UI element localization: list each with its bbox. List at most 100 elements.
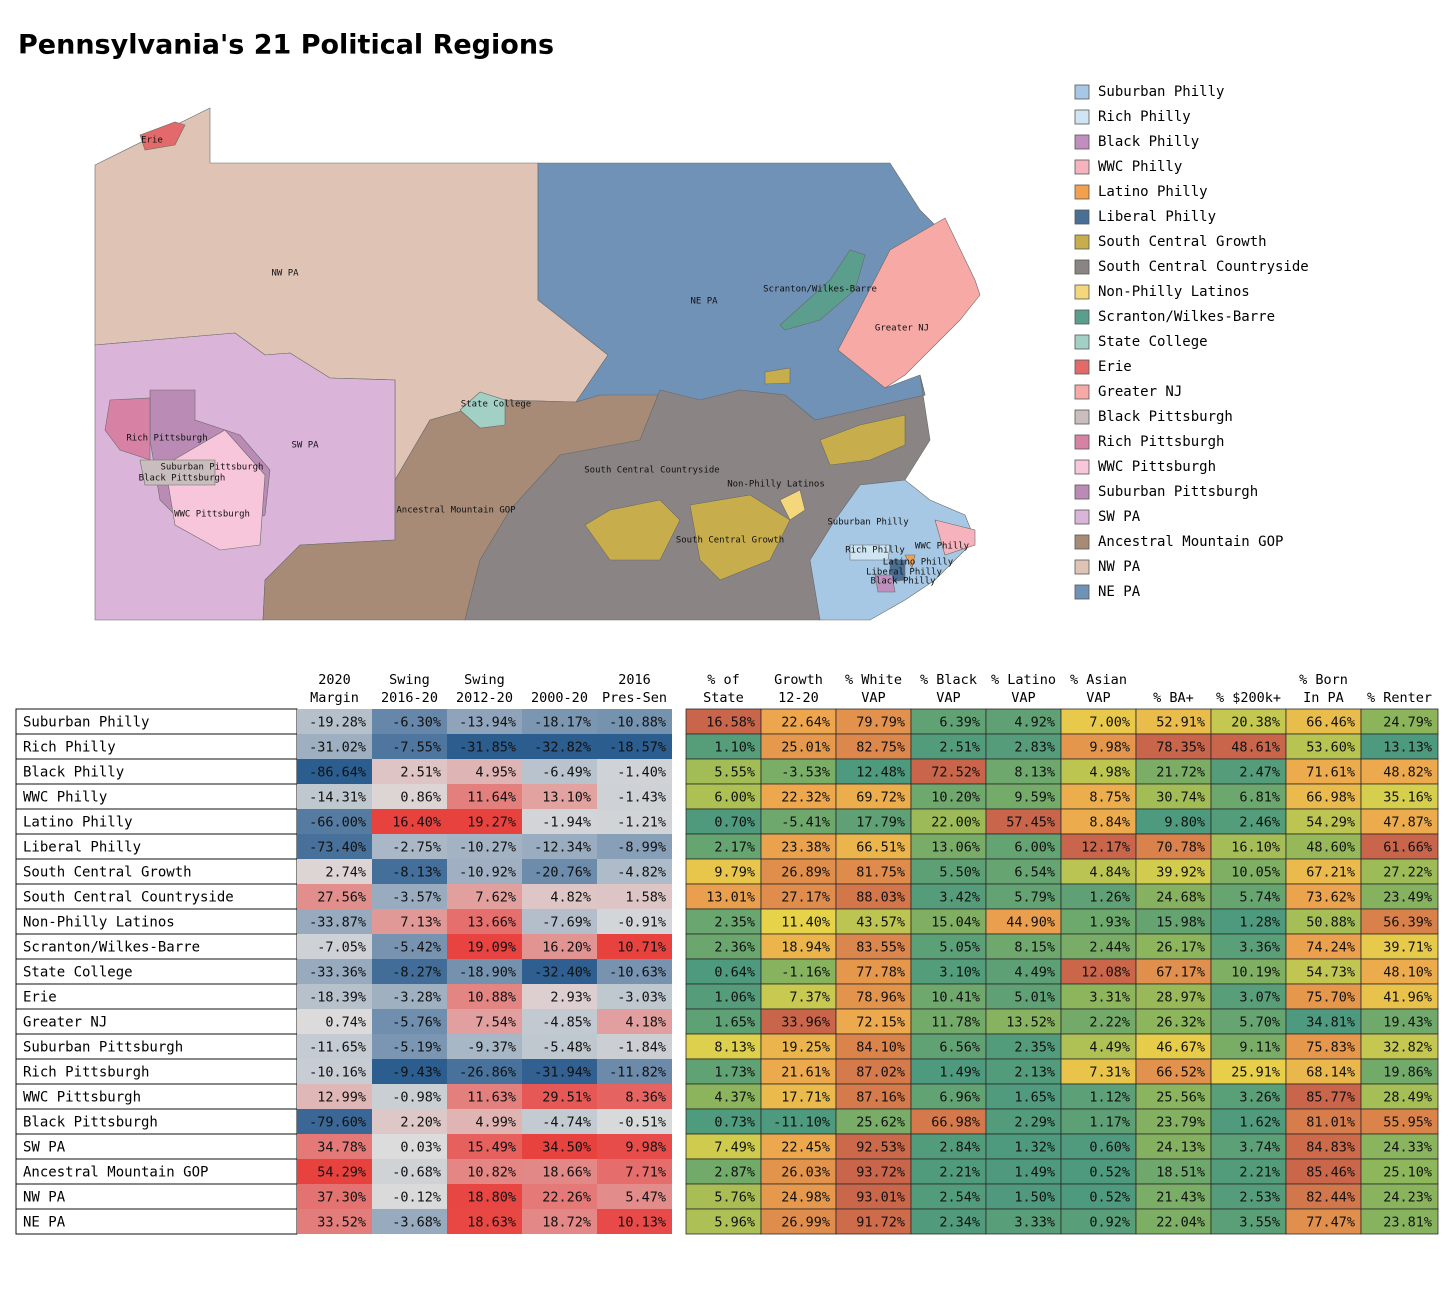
cell-value: 78.35% [1156,740,1205,756]
cell-value: 77.47% [1306,1215,1355,1231]
table-cell [447,1034,522,1059]
cell-value: 66.52% [1156,1065,1205,1081]
table-cell [1060,908,1137,935]
cell-value: 28.97% [1156,990,1205,1006]
map-label: Ancestral Mountain GOP [396,506,516,516]
cell-value: 5.47% [625,1190,666,1206]
cell-value: -66.00% [309,815,366,831]
table-cell [597,984,672,1009]
row-name: NE PA [23,1215,66,1231]
table-cell [910,1033,987,1060]
table-cell [597,834,672,859]
cell-value: 4.49% [1014,965,1055,981]
cell-value: 41.96% [1383,990,1432,1006]
table-cell [1360,808,1439,835]
table-cell [447,909,522,934]
cell-value: 35.16% [1383,790,1432,806]
table-cell [685,1033,762,1060]
table-cell [985,708,1062,735]
cell-value: 10.82% [467,1165,516,1181]
table-cell [297,1184,372,1209]
cell-value: 3.31% [1089,990,1130,1006]
cell-value: 1.12% [1089,1090,1130,1106]
cell-value: 27.22% [1383,865,1432,881]
table-cell [522,859,597,884]
cell-value: 72.15% [856,1015,905,1031]
table-cell [372,1034,447,1059]
cell-value: 11.78% [931,1015,980,1031]
cell-value: 2.74% [325,865,366,881]
map-label: Liberal Philly [866,568,942,578]
cell-value: 6.96% [939,1090,980,1106]
legend-swatch [1074,534,1090,550]
region [809,479,976,621]
table-cell [1360,883,1439,910]
column-header: % Asian [1070,672,1127,688]
cell-value: 92.53% [856,1140,905,1156]
cell-value: -0.12% [392,1190,441,1206]
table-cell [447,959,522,984]
cell-value: 22.64% [781,715,830,731]
table-cell [522,1009,597,1034]
cell-value: 1.65% [1014,1090,1055,1106]
table-cell [1135,1008,1212,1035]
row-name: Latino Philly [23,815,133,831]
table-cell [1210,908,1287,935]
cell-value: 7.71% [625,1165,666,1181]
cell-value: 84.83% [1306,1140,1355,1156]
cell-value: 24.98% [781,1190,830,1206]
table-cell [1360,958,1439,985]
table-cell [447,784,522,809]
table-cell [760,1008,837,1035]
map-label: Erie [141,136,163,146]
cell-value: 10.13% [617,1215,666,1231]
legend-swatch [1074,384,1090,400]
table-cell [522,734,597,759]
cell-value: -18.90% [459,965,516,981]
cell-value: 21.43% [1156,1190,1205,1206]
table-cell [522,1059,597,1084]
region [689,494,791,581]
cell-value: 0.03% [400,1140,441,1156]
table-cell [522,809,597,834]
cell-value: 6.00% [714,790,755,806]
cell-value: 18.80% [467,1190,516,1206]
cell-value: 48.82% [1383,765,1432,781]
cell-value: 26.17% [1156,940,1205,956]
cell-value: 5.70% [1239,1015,1280,1031]
table-cell [1210,808,1287,835]
table-cell [597,909,672,934]
cell-value: 55.95% [1383,1115,1432,1131]
region [139,121,186,151]
table-cell [372,1134,447,1159]
table-cell [1060,1183,1137,1210]
table-cell [985,1183,1062,1210]
cell-value: 85.77% [1306,1090,1355,1106]
cell-value: -13.94% [459,715,516,731]
cell-value: 2.35% [714,915,755,931]
table-cell [297,859,372,884]
cell-value: 7.00% [1089,715,1130,731]
table-cell [910,783,987,810]
cell-value: -6.30% [392,715,441,731]
table-cell [447,1084,522,1109]
cell-value: 22.00% [931,815,980,831]
cell-value: 13.01% [706,890,755,906]
table-cell [597,759,672,784]
cell-value: 2.53% [1239,1190,1280,1206]
cell-value: 16.40% [392,815,441,831]
cell-value: 24.13% [1156,1140,1205,1156]
cell-value: 16.20% [542,940,591,956]
row-name-cell [15,908,298,935]
cell-value: 50.88% [1306,915,1355,931]
table-cell [522,784,597,809]
row-name-cell [15,1033,298,1060]
cell-value: 4.82% [550,890,591,906]
cell-value: 5.50% [939,865,980,881]
table-cell [597,1184,672,1209]
cell-value: 87.16% [856,1090,905,1106]
table-cell [597,1084,672,1109]
cell-value: 81.01% [1306,1115,1355,1131]
table-cell [1060,1208,1137,1235]
legend-swatch [1074,184,1090,200]
